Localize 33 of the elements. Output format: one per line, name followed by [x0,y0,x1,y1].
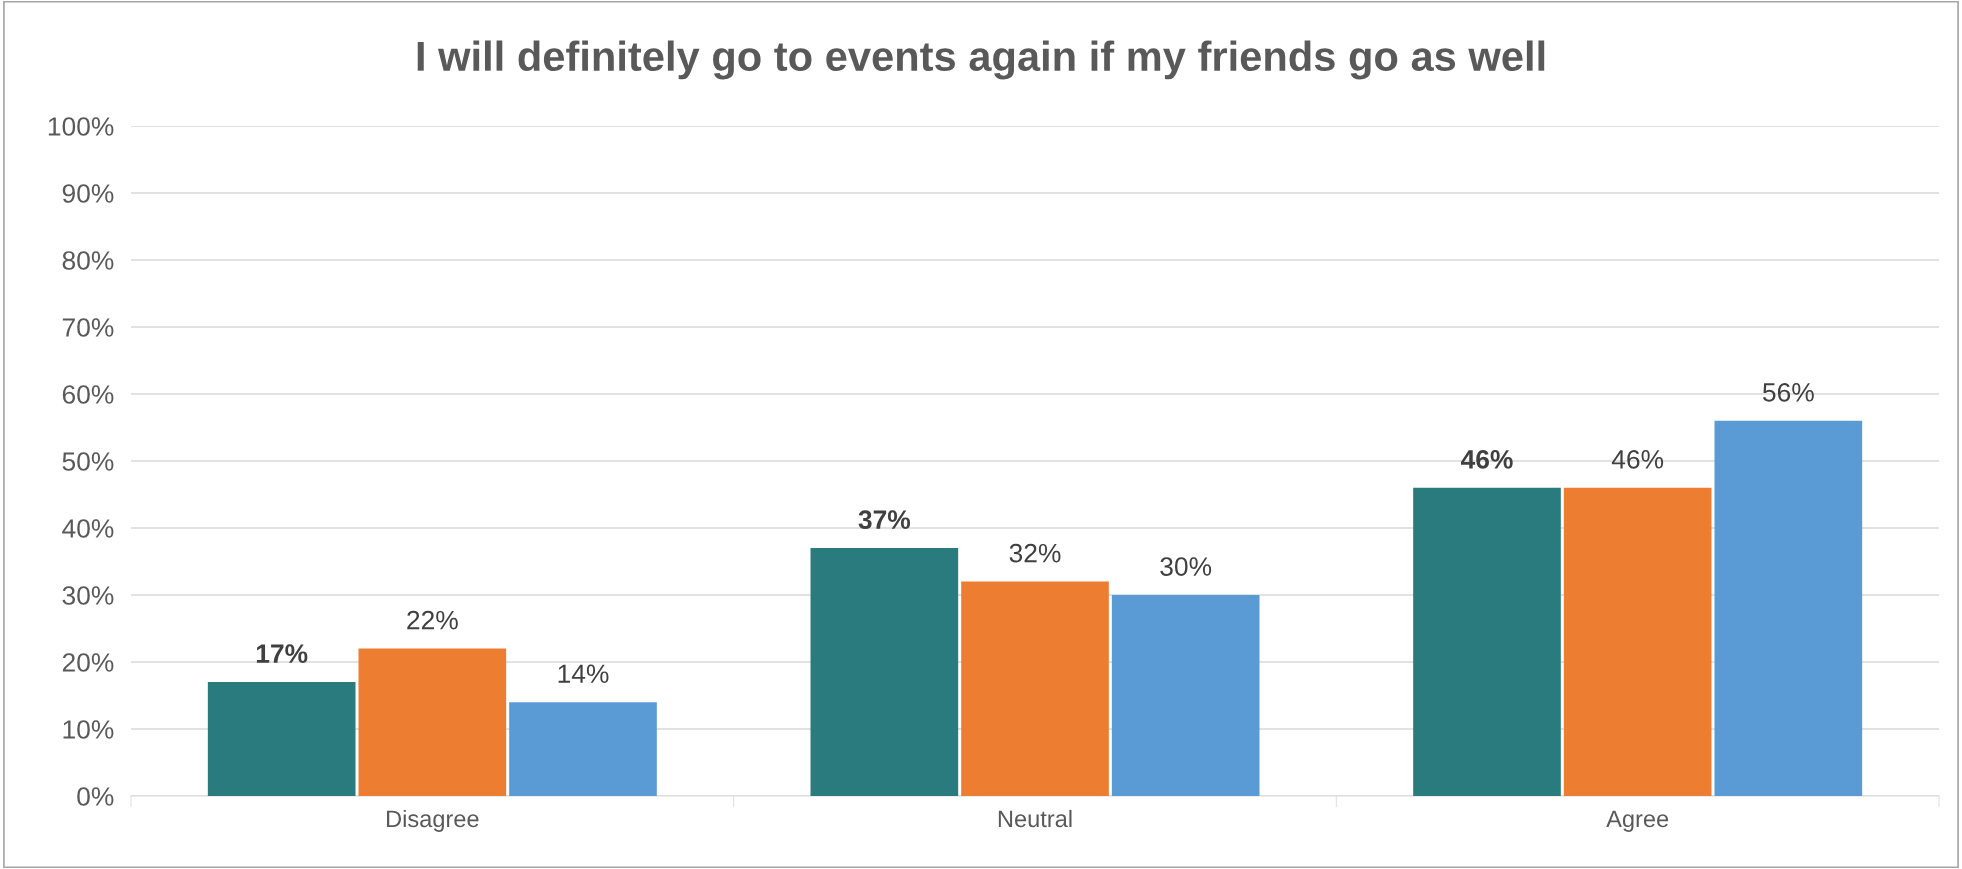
y-tick-label: 100% [48,117,114,136]
bar [810,548,959,796]
data-label: 32% [1009,543,1061,563]
y-tick-label: 60% [62,385,114,404]
data-label: 46% [1460,450,1513,469]
bar [961,581,1109,796]
y-tick-label: 70% [62,318,114,337]
y-tick-label: 40% [62,519,114,538]
bar [509,702,657,796]
y-tick-label: 20% [62,653,114,672]
x-tick-label: Disagree [387,809,479,832]
data-label: 46% [1611,450,1664,469]
data-label: 14% [558,664,609,683]
bar [1714,420,1863,796]
x-tick-label: Neutral [998,809,1072,828]
bar [1413,487,1561,796]
y-tick-label: 10% [63,720,114,739]
data-label: 22% [407,610,458,630]
y-tick-label: 30% [62,586,114,605]
x-tick-label: Agree [1606,810,1669,832]
y-tick-label: 90% [62,184,114,203]
bar [207,682,356,796]
data-label: 37% [858,510,911,530]
data-label: 30% [1160,557,1212,576]
y-tick-label: 80% [62,251,114,270]
y-tick-label: 0% [77,787,114,806]
bar [1563,487,1712,796]
data-label: 17% [256,644,308,663]
bar [1111,595,1260,796]
bar [358,648,507,796]
chart-title: I will definitely go to events again if my friends go as well [417,40,1545,80]
data-label: 56% [1762,383,1814,402]
y-tick-label: 50% [62,452,114,471]
